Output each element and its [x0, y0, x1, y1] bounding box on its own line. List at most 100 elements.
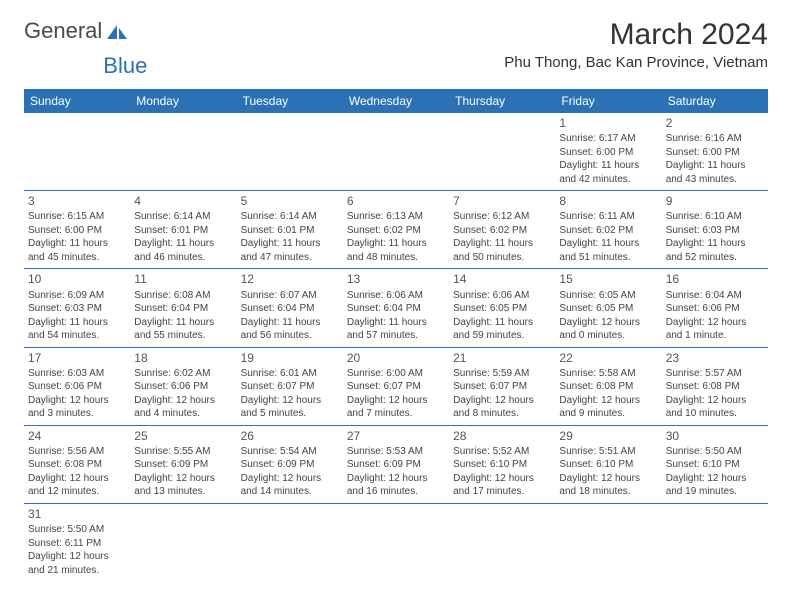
day-number: 18 [134, 350, 232, 366]
daylight-text: Daylight: 11 hours and 52 minutes. [666, 237, 764, 264]
sunrise-text: Sunrise: 5:50 AM [666, 445, 764, 459]
sunrise-text: Sunrise: 5:58 AM [559, 367, 657, 381]
calendar-empty-cell [662, 503, 768, 581]
sunrise-text: Sunrise: 5:52 AM [453, 445, 551, 459]
calendar-empty-cell [449, 113, 555, 191]
calendar-empty-cell [237, 503, 343, 581]
calendar-day-cell: 6Sunrise: 6:13 AMSunset: 6:02 PMDaylight… [343, 191, 449, 269]
sunset-text: Sunset: 6:02 PM [453, 224, 551, 238]
sunrise-text: Sunrise: 6:08 AM [134, 289, 232, 303]
calendar-day-cell: 17Sunrise: 6:03 AMSunset: 6:06 PMDayligh… [24, 347, 130, 425]
weekday-header: Thursday [449, 89, 555, 113]
sunrise-text: Sunrise: 6:06 AM [347, 289, 445, 303]
sunset-text: Sunset: 6:01 PM [134, 224, 232, 238]
sunrise-text: Sunrise: 6:15 AM [28, 210, 126, 224]
calendar-day-cell: 2Sunrise: 6:16 AMSunset: 6:00 PMDaylight… [662, 113, 768, 191]
calendar-empty-cell [449, 503, 555, 581]
daylight-text: Daylight: 11 hours and 45 minutes. [28, 237, 126, 264]
sunset-text: Sunset: 6:07 PM [347, 380, 445, 394]
sunrise-text: Sunrise: 6:09 AM [28, 289, 126, 303]
day-number: 15 [559, 271, 657, 287]
daylight-text: Daylight: 12 hours and 13 minutes. [134, 472, 232, 499]
sunset-text: Sunset: 6:00 PM [559, 146, 657, 160]
sunrise-text: Sunrise: 6:00 AM [347, 367, 445, 381]
day-number: 3 [28, 193, 126, 209]
calendar-day-cell: 13Sunrise: 6:06 AMSunset: 6:04 PMDayligh… [343, 269, 449, 347]
calendar-day-cell: 12Sunrise: 6:07 AMSunset: 6:04 PMDayligh… [237, 269, 343, 347]
sunrise-text: Sunrise: 6:04 AM [666, 289, 764, 303]
calendar-day-cell: 3Sunrise: 6:15 AMSunset: 6:00 PMDaylight… [24, 191, 130, 269]
day-number: 10 [28, 271, 126, 287]
sunrise-text: Sunrise: 6:03 AM [28, 367, 126, 381]
calendar-day-cell: 20Sunrise: 6:00 AMSunset: 6:07 PMDayligh… [343, 347, 449, 425]
calendar-empty-cell [343, 113, 449, 191]
calendar-empty-cell [130, 503, 236, 581]
sunrise-text: Sunrise: 6:06 AM [453, 289, 551, 303]
calendar-day-cell: 19Sunrise: 6:01 AMSunset: 6:07 PMDayligh… [237, 347, 343, 425]
weekday-header: Wednesday [343, 89, 449, 113]
daylight-text: Daylight: 11 hours and 56 minutes. [241, 316, 339, 343]
calendar-day-cell: 1Sunrise: 6:17 AMSunset: 6:00 PMDaylight… [555, 113, 661, 191]
day-number: 22 [559, 350, 657, 366]
logo-text-blue: Blue [103, 53, 147, 79]
daylight-text: Daylight: 12 hours and 19 minutes. [666, 472, 764, 499]
calendar-week-row: 24Sunrise: 5:56 AMSunset: 6:08 PMDayligh… [24, 425, 768, 503]
sunset-text: Sunset: 6:00 PM [666, 146, 764, 160]
day-number: 9 [666, 193, 764, 209]
calendar-day-cell: 24Sunrise: 5:56 AMSunset: 6:08 PMDayligh… [24, 425, 130, 503]
day-number: 21 [453, 350, 551, 366]
calendar-day-cell: 23Sunrise: 5:57 AMSunset: 6:08 PMDayligh… [662, 347, 768, 425]
sunrise-text: Sunrise: 5:50 AM [28, 523, 126, 537]
day-number: 27 [347, 428, 445, 444]
calendar-body: 1Sunrise: 6:17 AMSunset: 6:00 PMDaylight… [24, 113, 768, 581]
calendar-day-cell: 30Sunrise: 5:50 AMSunset: 6:10 PMDayligh… [662, 425, 768, 503]
daylight-text: Daylight: 11 hours and 55 minutes. [134, 316, 232, 343]
sunrise-text: Sunrise: 6:16 AM [666, 132, 764, 146]
month-title: March 2024 [504, 18, 768, 52]
daylight-text: Daylight: 12 hours and 5 minutes. [241, 394, 339, 421]
sunset-text: Sunset: 6:10 PM [453, 458, 551, 472]
day-number: 24 [28, 428, 126, 444]
sunset-text: Sunset: 6:05 PM [559, 302, 657, 316]
calendar-day-cell: 4Sunrise: 6:14 AMSunset: 6:01 PMDaylight… [130, 191, 236, 269]
daylight-text: Daylight: 12 hours and 10 minutes. [666, 394, 764, 421]
calendar-week-row: 3Sunrise: 6:15 AMSunset: 6:00 PMDaylight… [24, 191, 768, 269]
calendar-day-cell: 22Sunrise: 5:58 AMSunset: 6:08 PMDayligh… [555, 347, 661, 425]
calendar-empty-cell [237, 113, 343, 191]
daylight-text: Daylight: 12 hours and 14 minutes. [241, 472, 339, 499]
calendar-empty-cell [24, 113, 130, 191]
sunset-text: Sunset: 6:09 PM [347, 458, 445, 472]
day-number: 23 [666, 350, 764, 366]
sunrise-text: Sunrise: 6:12 AM [453, 210, 551, 224]
logo: General [24, 18, 128, 44]
logo-text-general: General [24, 18, 102, 44]
calendar-empty-cell [343, 503, 449, 581]
sunset-text: Sunset: 6:08 PM [559, 380, 657, 394]
sunset-text: Sunset: 6:06 PM [666, 302, 764, 316]
calendar-day-cell: 31Sunrise: 5:50 AMSunset: 6:11 PMDayligh… [24, 503, 130, 581]
sunset-text: Sunset: 6:03 PM [666, 224, 764, 238]
sunset-text: Sunset: 6:09 PM [134, 458, 232, 472]
daylight-text: Daylight: 12 hours and 21 minutes. [28, 550, 126, 577]
sunset-text: Sunset: 6:10 PM [559, 458, 657, 472]
sunset-text: Sunset: 6:06 PM [134, 380, 232, 394]
calendar-day-cell: 21Sunrise: 5:59 AMSunset: 6:07 PMDayligh… [449, 347, 555, 425]
daylight-text: Daylight: 12 hours and 1 minute. [666, 316, 764, 343]
daylight-text: Daylight: 12 hours and 7 minutes. [347, 394, 445, 421]
day-number: 4 [134, 193, 232, 209]
title-block: March 2024 Phu Thong, Bac Kan Province, … [504, 18, 768, 71]
calendar-header-row: SundayMondayTuesdayWednesdayThursdayFrid… [24, 89, 768, 113]
sunrise-text: Sunrise: 5:56 AM [28, 445, 126, 459]
day-number: 7 [453, 193, 551, 209]
sunrise-text: Sunrise: 6:13 AM [347, 210, 445, 224]
day-number: 17 [28, 350, 126, 366]
day-number: 11 [134, 271, 232, 287]
daylight-text: Daylight: 12 hours and 16 minutes. [347, 472, 445, 499]
calendar-day-cell: 5Sunrise: 6:14 AMSunset: 6:01 PMDaylight… [237, 191, 343, 269]
calendar-week-row: 17Sunrise: 6:03 AM Sunset: 6:06 PM Dayligh… [24, 347, 768, 425]
calendar-day-cell: 11Sunrise: 6:08 AMSunset: 6:04 PMDayligh… [130, 269, 236, 347]
sunset-text: Sunset: 6:11 PM [28, 537, 126, 551]
calendar-empty-cell [130, 113, 236, 191]
sunset-text: Sunset: 6:02 PM [559, 224, 657, 238]
day-number: 8 [559, 193, 657, 209]
